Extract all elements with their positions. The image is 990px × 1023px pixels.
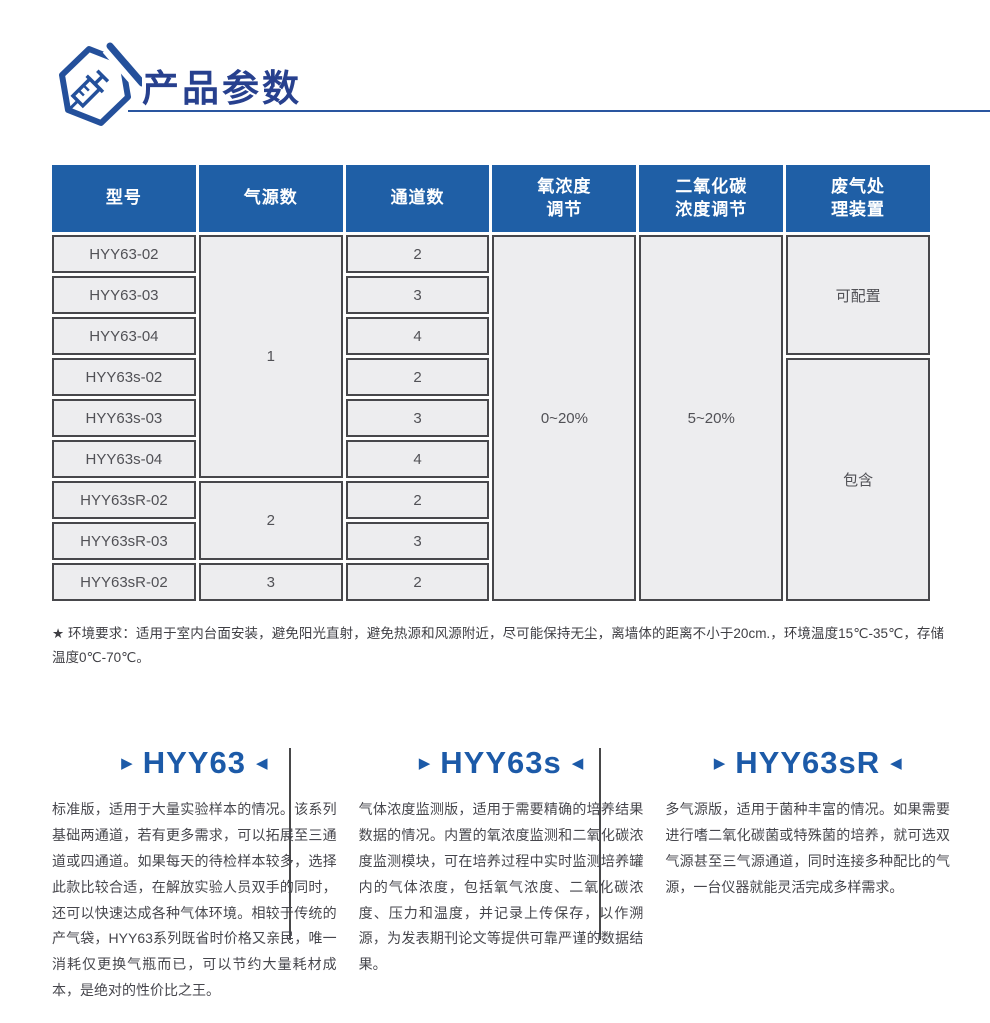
syringe-hexagon-icon [42, 40, 147, 140]
column-header-channels: 通道数 [345, 165, 490, 232]
waste-treatment-cell: 包含 [786, 358, 930, 601]
series-title: ▶ HYY63s ◀ [359, 745, 644, 781]
gas-source-cell: 3 [198, 563, 343, 601]
column-header-gas-sources: 气源数 [198, 165, 343, 232]
arrow-left-icon: ◀ [255, 754, 268, 772]
model-cell: HYY63sR-02 [52, 481, 196, 519]
channel-cell: 2 [345, 481, 490, 519]
page-title: 产品参数 [142, 68, 302, 109]
channel-cell: 2 [345, 563, 490, 601]
o2-range-cell: 0~20% [492, 235, 637, 601]
column-header-o2-adjust: 氧浓度 调节 [492, 165, 637, 232]
channel-cell: 2 [345, 235, 490, 273]
model-cell: HYY63sR-03 [52, 522, 196, 560]
arrow-left-icon: ◀ [571, 754, 584, 772]
header-underline [128, 110, 990, 112]
column-divider [289, 748, 291, 940]
gas-source-cell: 1 [198, 235, 343, 478]
channel-cell: 3 [345, 522, 490, 560]
model-cell: HYY63-03 [52, 276, 196, 314]
channel-cell: 2 [345, 358, 490, 396]
model-cell: HYY63s-03 [52, 399, 196, 437]
channel-cell: 3 [345, 276, 490, 314]
waste-treatment-cell: 可配置 [786, 235, 930, 355]
series-description: 多气源版，适用于菌种丰富的情况。如果需要进行嗜二氧化碳菌或特殊菌的培养，就可选双… [665, 801, 951, 895]
series-title: ▶ HYY63sR ◀ [665, 745, 950, 781]
model-cell: HYY63-04 [52, 317, 196, 355]
model-cell: HYY63s-02 [52, 358, 196, 396]
channel-cell: 4 [345, 317, 490, 355]
series-title: ▶ HYY63 ◀ [52, 745, 337, 781]
arrow-right-icon: ▶ [121, 754, 133, 772]
arrow-left-icon: ◀ [890, 754, 902, 772]
series-name: HYY63s [440, 745, 562, 780]
column-header-model: 型号 [52, 165, 196, 232]
column-header-waste-treatment: 废气处 理装置 [786, 165, 930, 232]
arrow-right-icon: ▶ [418, 754, 431, 772]
channel-cell: 3 [345, 399, 490, 437]
model-cell: HYY63sR-02 [52, 563, 196, 601]
series-name: HYY63 [142, 745, 246, 780]
gas-source-cell: 2 [198, 481, 343, 560]
model-cell: HYY63s-04 [52, 440, 196, 478]
product-spec-table: 型号 气源数 通道数 氧浓度 调节 二氧化碳 浓度调节 废气处 理装置 HYY6… [52, 165, 930, 601]
arrow-right-icon: ▶ [713, 754, 726, 772]
column-header-co2-adjust: 二氧化碳 浓度调节 [639, 165, 784, 232]
series-section-hyy63sr: ▶ HYY63sR ◀ 多气源版，适用于菌种丰富的情况。如果需要进行嗜二氧化碳菌… [665, 745, 950, 1004]
series-description: 标准版，适用于大量实验样本的情况。该系列基础两通道，若有更多需求，可以拓展至三通… [52, 801, 337, 999]
series-name: HYY63sR [735, 745, 881, 780]
channel-cell: 4 [345, 440, 490, 478]
co2-range-cell: 5~20% [639, 235, 784, 601]
environment-requirements-note: ★ 环境要求：适用于室内台面安装，避免阳光直射，避免热源和风源附近，尽可能保持无… [52, 626, 944, 666]
series-description-row: ▶ HYY63 ◀ 标准版，适用于大量实验样本的情况。该系列基础两通道，若有更多… [52, 745, 950, 1004]
column-divider [599, 748, 601, 940]
series-description: 气体浓度监测版，适用于需要精确的培养结果数据的情况。内置的氧浓度监测和二氧化碳浓… [358, 801, 644, 973]
series-section-hyy63: ▶ HYY63 ◀ 标准版，适用于大量实验样本的情况。该系列基础两通道，若有更多… [52, 745, 337, 1004]
series-section-hyy63s: ▶ HYY63s ◀ 气体浓度监测版，适用于需要精确的培养结果数据的情况。内置的… [359, 745, 644, 1004]
model-cell: HYY63-02 [52, 235, 196, 273]
